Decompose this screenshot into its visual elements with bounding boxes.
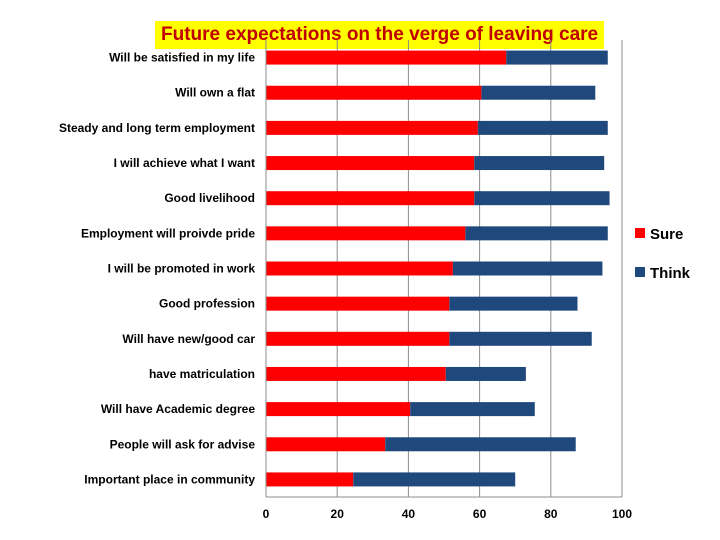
bar-sure: [266, 85, 482, 100]
category-label: Good profession: [159, 297, 255, 311]
category-label: Steady and long term employment: [59, 121, 255, 135]
bar-think: [465, 226, 608, 241]
category-label: I will achieve what I want: [114, 156, 255, 170]
legend-swatch-sure: [635, 228, 645, 238]
x-tick-label: 100: [612, 507, 632, 521]
bar-sure: [266, 120, 478, 135]
bar-sure: [266, 156, 475, 171]
legend-swatch-think: [635, 267, 645, 277]
bar-sure: [266, 402, 411, 417]
chart-title: Future expectations on the verge of leav…: [155, 21, 605, 49]
bar-think: [474, 156, 605, 171]
legend: Sure Think: [635, 226, 691, 282]
bar-think: [353, 472, 516, 487]
category-label: Will be satisfied in my life: [109, 51, 255, 65]
bar-sure: [266, 191, 475, 206]
category-label: Good livelihood: [164, 191, 255, 205]
bar-sure: [266, 437, 386, 452]
bar-sure: [266, 261, 453, 276]
x-tick-label: 0: [263, 507, 270, 521]
x-tick-label: 60: [473, 507, 487, 521]
axes: [265, 40, 622, 498]
legend-label-think: Think: [650, 265, 691, 282]
bar-think: [477, 120, 608, 135]
category-label: have matriculation: [149, 367, 255, 381]
bar-sure: [266, 331, 450, 346]
bar-sure: [266, 296, 450, 311]
x-tick-label: 80: [544, 507, 558, 521]
category-labels: Will be satisfied in my life Will own a f…: [59, 51, 255, 487]
bar-think: [474, 191, 610, 206]
bar-think: [385, 437, 576, 452]
category-label: Will own a flat: [175, 86, 255, 100]
bar-sure: [266, 472, 354, 487]
x-tick-labels: 0 20 40 60 80 100: [263, 507, 633, 521]
legend-label-sure: Sure: [650, 226, 683, 243]
bar-think: [506, 50, 608, 65]
bar-sure: [266, 366, 446, 381]
category-label: I will be promoted in work: [108, 262, 256, 276]
bar-think: [445, 366, 526, 381]
x-tick-label: 20: [331, 507, 345, 521]
x-tick-label: 40: [402, 507, 416, 521]
category-label: Will have Academic degree: [101, 402, 256, 416]
bars: [266, 50, 610, 487]
bar-think: [452, 261, 603, 276]
bar-think: [449, 331, 592, 346]
bar-sure: [266, 226, 466, 241]
category-label: Important place in community: [84, 472, 255, 486]
category-label: People will ask for advise: [110, 437, 256, 451]
bar-sure: [266, 50, 507, 65]
bar-think: [449, 296, 578, 311]
bar-think: [410, 402, 535, 417]
category-label: Will have new/good car: [122, 332, 255, 346]
bar-think: [481, 85, 596, 100]
category-label: Employment will proivde pride: [81, 226, 255, 240]
